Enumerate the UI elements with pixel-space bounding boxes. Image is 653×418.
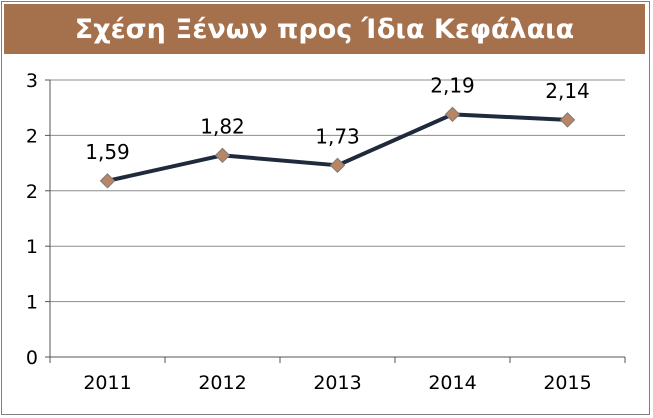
axes bbox=[45, 79, 626, 363]
data-label: 2,14 bbox=[545, 79, 590, 103]
x-tick-label: 2014 bbox=[428, 372, 476, 394]
x-tick-label: 2011 bbox=[83, 372, 131, 394]
y-tick-label: 2 bbox=[26, 125, 38, 147]
x-tick-label: 2012 bbox=[198, 372, 246, 394]
y-tick-labels: 0 1 1 2 2 3 bbox=[26, 70, 38, 369]
data-point bbox=[444, 106, 461, 123]
data-point bbox=[329, 157, 346, 174]
y-tick-label: 1 bbox=[26, 292, 38, 314]
data-label: 1,73 bbox=[315, 124, 360, 148]
data-point bbox=[559, 112, 576, 128]
data-label: 2,19 bbox=[430, 73, 475, 97]
data-labels: 1,59 1,82 1,73 2,19 2,14 bbox=[85, 73, 590, 163]
y-tick-label: 0 bbox=[26, 347, 38, 369]
y-tick-label: 2 bbox=[26, 181, 38, 203]
x-tick-label: 2013 bbox=[313, 372, 361, 394]
data-point bbox=[214, 147, 231, 164]
x-tick-label: 2015 bbox=[543, 372, 591, 394]
gridlines bbox=[50, 79, 625, 303]
chart-title: Σχέση Ξένων προς Ίδια Κεφάλαια bbox=[4, 4, 645, 54]
data-point bbox=[99, 173, 116, 189]
data-label: 1,59 bbox=[85, 140, 130, 164]
y-tick-label: 3 bbox=[26, 70, 38, 92]
x-tick-labels: 2011 2012 2013 2014 2015 bbox=[83, 372, 591, 394]
markers bbox=[99, 106, 576, 189]
data-label: 1,82 bbox=[200, 114, 245, 138]
y-tick-label: 1 bbox=[26, 236, 38, 258]
